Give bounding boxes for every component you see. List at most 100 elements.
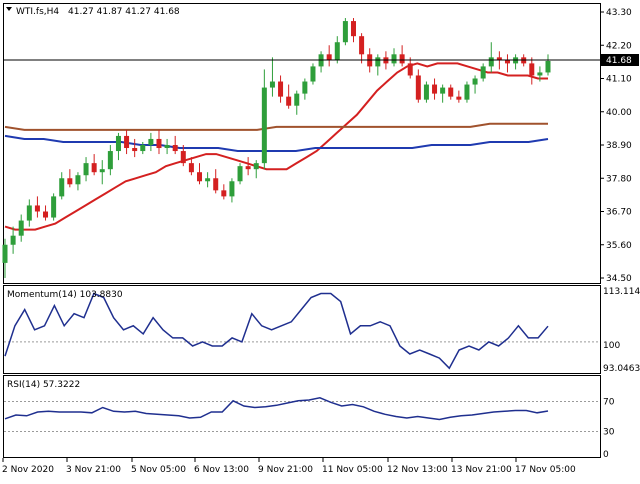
candle-body <box>107 151 113 170</box>
symbol-label: WTI.fs,H4 <box>16 7 59 17</box>
time-tick-label: 13 Nov 21:00 <box>451 465 512 475</box>
price-panel-frame <box>3 3 601 284</box>
candle-body <box>51 196 57 218</box>
momentum-tick-label: 100 <box>603 341 620 351</box>
current-price-value: 41.68 <box>606 56 632 66</box>
candle-body <box>456 96 462 100</box>
momentum-panel-frame <box>3 285 601 374</box>
candle-body <box>440 87 446 94</box>
candle-body <box>326 54 332 61</box>
rsi-tick-label: 70 <box>603 398 615 408</box>
candle-body <box>229 181 235 197</box>
candle-body <box>75 175 81 185</box>
time-tick-label: 3 Nov 21:00 <box>66 465 121 475</box>
candle-body <box>91 163 97 173</box>
candle-body <box>504 60 510 64</box>
rsi-label: RSI(14) 57.3222 <box>7 380 80 390</box>
momentum-tick-label: 93.0463 <box>603 364 640 374</box>
candle-body <box>423 84 429 100</box>
candle-body <box>302 81 308 94</box>
candle-body <box>415 75 421 100</box>
candle-body <box>496 57 502 61</box>
candle-body <box>10 235 16 245</box>
candle-body <box>480 66 486 79</box>
candle-body <box>269 81 275 88</box>
time-tick-label: 17 Nov 05:00 <box>515 465 576 475</box>
current-price-tag <box>601 54 639 66</box>
time-tick-label: 5 Nov 05:00 <box>131 465 186 475</box>
candle-body <box>537 72 543 76</box>
ma-fast-line <box>4 62 548 231</box>
candle-body <box>34 205 40 212</box>
ohlc-values: 41.27 41.87 41.27 41.68 <box>68 7 180 17</box>
candle-body <box>156 138 162 149</box>
candle-body <box>2 244 8 263</box>
candle-body <box>237 166 243 182</box>
time-tick-label: 12 Nov 13:00 <box>387 465 448 475</box>
candle-body <box>261 87 267 164</box>
candle-body <box>67 178 73 185</box>
candle-body <box>359 36 365 55</box>
candle-body <box>286 96 292 106</box>
candle-body <box>26 205 32 221</box>
rsi-panel-frame <box>3 375 601 458</box>
candle-body <box>197 172 203 182</box>
candle-body <box>99 169 105 173</box>
candle-body <box>18 220 24 236</box>
menu-triangle-icon[interactable] <box>6 7 12 11</box>
candle-body <box>334 42 340 61</box>
time-tick-label: 6 Nov 13:00 <box>194 465 249 475</box>
momentum-tick-label: 113.1143 <box>603 287 640 297</box>
candle-body <box>464 84 470 100</box>
candle-body <box>132 148 138 152</box>
rsi-tick-label: 0 <box>603 450 609 460</box>
candle-body <box>399 54 405 64</box>
candle-body <box>59 178 65 197</box>
candle-body <box>350 21 356 37</box>
candle-body <box>164 145 170 149</box>
candle-body <box>342 21 348 43</box>
candle-body <box>294 93 300 106</box>
ma-long-line <box>4 134 549 152</box>
candle-body <box>432 84 438 94</box>
time-tick-label: 11 Nov 05:00 <box>322 465 383 475</box>
candle-body <box>488 57 494 67</box>
candle-body <box>213 178 219 191</box>
candle-body <box>83 163 89 176</box>
candle-body <box>310 66 316 82</box>
candle-body <box>43 211 49 218</box>
time-tick-label: 2 Nov 2020 <box>2 465 54 475</box>
candle-body <box>278 81 284 97</box>
candle-body <box>253 163 259 170</box>
price-tick-label: 41.10 <box>606 75 632 85</box>
candle-body <box>375 57 381 67</box>
price-tick-label: 42.20 <box>606 41 632 51</box>
price-tick-label: 40.00 <box>606 108 632 118</box>
candle-body <box>472 78 478 85</box>
candle-body <box>205 178 211 182</box>
time-tick-label: 9 Nov 21:00 <box>258 465 313 475</box>
candle-body <box>188 163 194 173</box>
price-tick-label: 34.50 <box>606 274 632 284</box>
price-tick-label: 37.80 <box>606 174 632 184</box>
rsi-tick-label: 30 <box>603 428 615 438</box>
price-tick-label: 35.60 <box>606 241 632 251</box>
candle-body <box>407 63 413 76</box>
candle-body <box>529 63 535 76</box>
price-tick-label: 36.70 <box>606 208 632 218</box>
price-tick-label: 38.90 <box>606 141 632 151</box>
candle-body <box>245 166 251 170</box>
candle-body <box>115 135 121 152</box>
candle-body <box>391 54 397 64</box>
candle-body <box>140 145 146 152</box>
price-tick-label: 43.30 <box>606 8 632 18</box>
candle-body <box>148 138 154 145</box>
candle-body <box>448 87 454 97</box>
candle-body <box>124 135 130 149</box>
candle-body <box>221 190 227 197</box>
candle-body <box>180 151 186 164</box>
rsi-line <box>4 397 549 421</box>
ma-slow-line <box>4 122 548 131</box>
